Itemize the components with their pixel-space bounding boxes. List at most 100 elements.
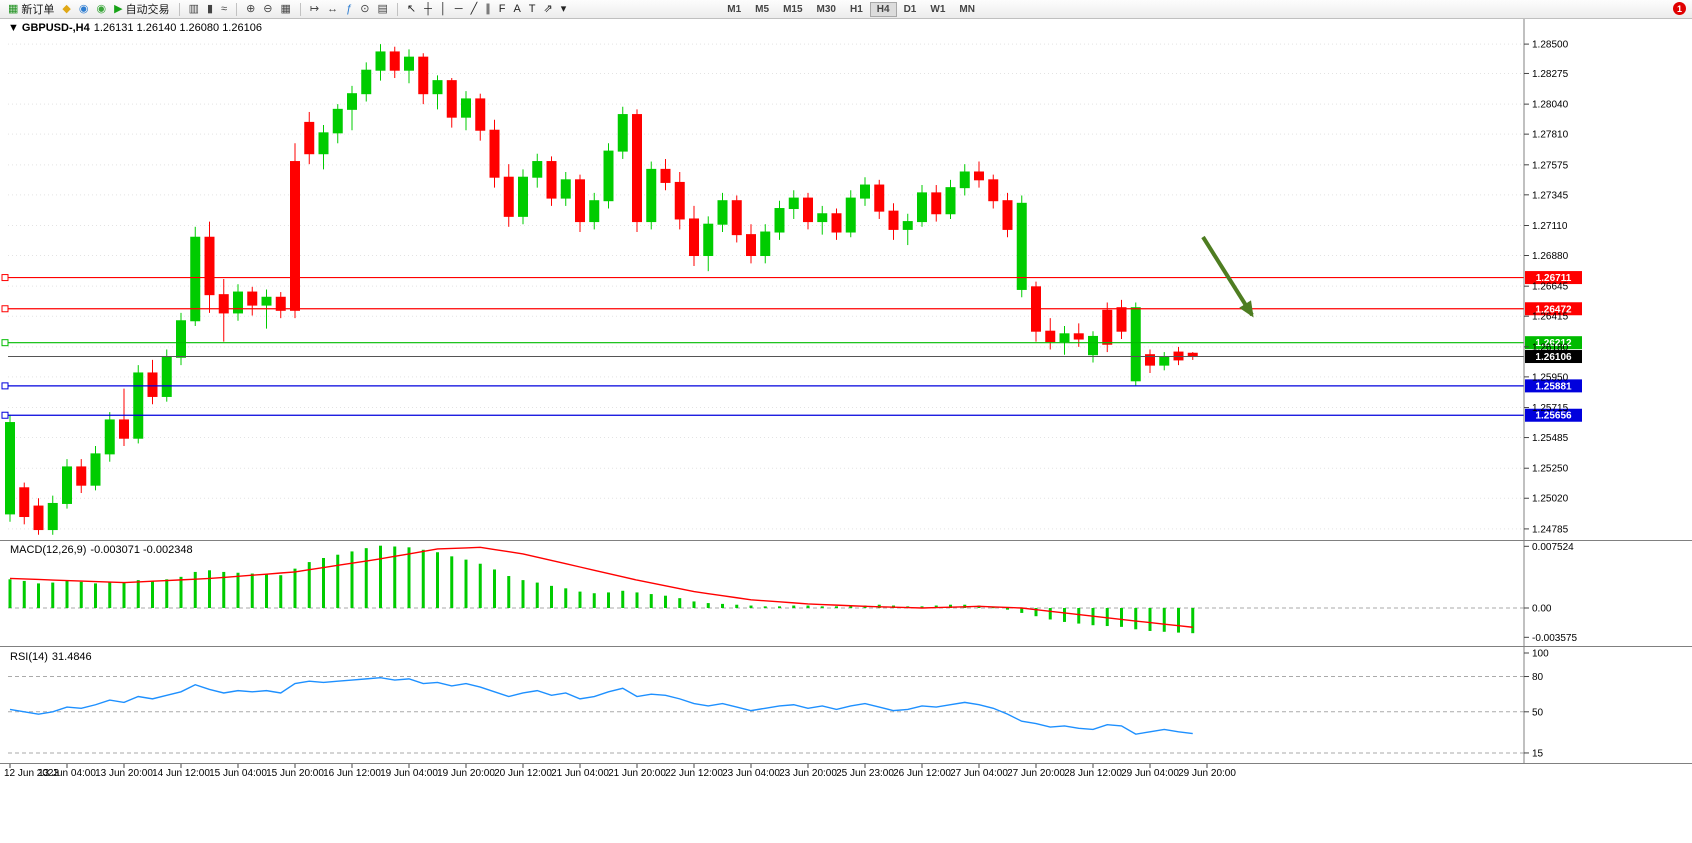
candle-body [461,98,471,118]
bar-chart-icon[interactable]: ▥ [185,1,203,17]
macd-bar [649,594,653,608]
line-handle[interactable] [1,382,9,390]
timeframe-mn[interactable]: MN [959,3,975,15]
timeframe-m5[interactable]: M5 [755,3,770,15]
svg-text:1.28275: 1.28275 [1532,69,1569,80]
terminal-icon[interactable]: ◉ [92,1,110,17]
macd-bar [307,562,311,608]
macd-bar [607,592,610,608]
candle-body [603,150,614,202]
macd-bar [678,598,682,608]
line-chart-icon: ≈ [221,3,228,15]
arrows-dropdown-icon[interactable]: ▾ [557,1,571,17]
line-chart-icon[interactable]: ≈ [217,1,231,17]
candle-body [503,176,514,217]
svg-text:1.27345: 1.27345 [1532,190,1569,201]
zoom-out-icon[interactable]: ⊖ [259,1,276,17]
vertical-line-icon[interactable]: │ [436,1,451,17]
auto-trading-button[interactable]: ▶ 自动交易 [110,1,173,17]
toolbar-separator [299,2,301,16]
trendline-icon[interactable]: ╱ [467,1,482,17]
candle-body [147,372,158,397]
svg-text:21 Jun 20:00: 21 Jun 20:00 [608,768,666,779]
price-scale[interactable]: 1.26711 1.26472 1.26212 1.25881 1.25656 1.261… [1523,18,1582,763]
candle-body [5,422,15,515]
candle-body [917,192,927,223]
candle-body [831,213,842,233]
horizontal-line-icon[interactable]: ─ [451,1,467,17]
line-handle[interactable] [1,339,9,347]
timeframe-d1[interactable]: D1 [903,3,917,15]
macd-bar [820,606,824,608]
metaeditor-icon[interactable]: ◆ [58,1,74,17]
text-icon[interactable]: A [509,1,524,17]
candle-body [19,487,30,518]
notification-badge[interactable]: 1 [1673,2,1686,15]
candle-body [204,236,215,296]
svg-text:23 Jun 04:00: 23 Jun 04:00 [722,768,780,779]
timeframe-m15[interactable]: M15 [783,3,803,15]
zoom-in-icon[interactable]: ⊕ [242,1,259,17]
label-icon[interactable]: T [525,1,540,17]
svg-text:20 Jun 12:00: 20 Jun 12:00 [494,768,552,779]
candlestick-chart-icon: ▮ [206,3,214,15]
macd-bar [920,606,924,608]
candle-body [47,502,58,531]
line-handle[interactable] [1,305,9,313]
macd-bar [706,603,710,608]
candle-body [1016,202,1027,290]
price-tag [1525,271,1582,285]
candle-body [233,291,243,314]
cursor-icon: ↖ [406,3,417,15]
auto-scroll-icon: ↦ [309,3,320,15]
arrow-annotation[interactable] [1201,235,1254,318]
macd-title: MACD(12,26,9) [10,544,87,556]
templates-icon[interactable]: ▤ [373,1,391,17]
indicators-icon[interactable]: ƒ [342,1,356,17]
crosshair-icon[interactable]: ┼ [420,1,436,17]
candle-body [489,129,500,178]
chart-shift-icon[interactable]: ↔ [323,1,342,17]
macd-bar [165,579,169,608]
price-tag [1525,336,1582,350]
timeframe-m1[interactable]: M1 [727,3,742,15]
candle-body [974,171,984,181]
candle-body [62,466,72,504]
candle-body [845,197,856,233]
line-handle[interactable] [1,411,9,419]
timeframe-m30[interactable]: M30 [816,3,836,15]
auto-scroll-icon[interactable]: ↦ [306,1,323,17]
market-watch-icon[interactable]: ◉ [75,1,93,17]
channel-icon[interactable]: ∥ [481,1,495,17]
macd-bar [464,559,468,608]
macd-bar [721,603,724,608]
timeframe-w1[interactable]: W1 [930,3,946,15]
trade-group: ▦ 新订单 ◆ ◉ ◉ ▶ 自动交易 [4,1,174,17]
macd-bar [792,605,796,608]
timeframe-h4[interactable]: H4 [869,1,897,17]
horizontal-line-objects[interactable] [1,274,1524,419]
macd-bar [65,580,69,608]
candlestick-chart-icon[interactable]: ▮ [203,1,217,17]
candle-body [1059,333,1070,343]
arrows-icon[interactable]: ⇗ [540,1,557,17]
cursor-icon[interactable]: ↖ [403,1,420,17]
tile-windows-icon[interactable]: ▦ [277,1,295,17]
periods-icon[interactable]: ⊙ [356,1,373,17]
macd-bar [179,576,183,608]
line-handle[interactable] [1,274,9,282]
fibonacci-icon[interactable]: F [495,1,510,17]
new-order-button-label: 新订单 [21,4,55,16]
new-order-button[interactable]: ▦ 新订单 [4,1,58,17]
one-click-trading-toggle[interactable]: ▼ [8,22,19,34]
candle-body [432,80,443,95]
auto-trading-button-label: 自动交易 [125,4,170,16]
macd-bar [208,570,211,608]
candle-body [717,200,728,225]
rsi-title: RSI(14) [10,651,48,663]
timeframe-h1[interactable]: H1 [849,3,863,15]
macd-bar [1120,608,1123,627]
macd-bar [1191,608,1195,634]
